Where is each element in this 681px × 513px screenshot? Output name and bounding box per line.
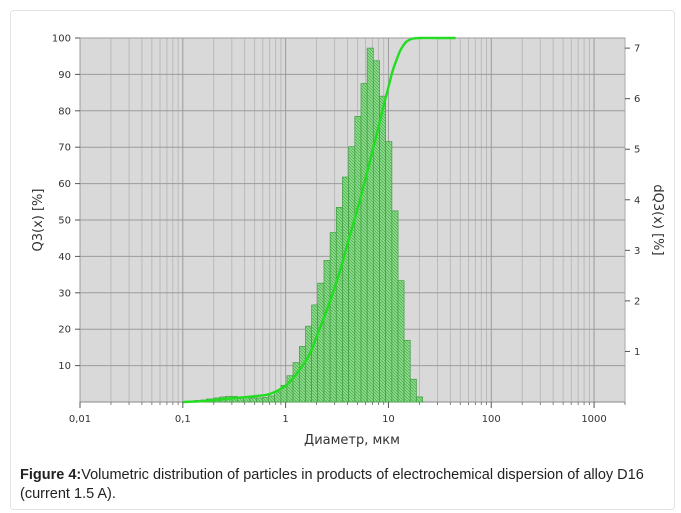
x-tick-label: 0,01 [69, 414, 91, 425]
y-left-tick-label: 80 [58, 106, 71, 117]
histogram-bar [256, 397, 264, 403]
histogram-bar [391, 210, 399, 403]
histogram-bar [348, 146, 356, 403]
x-tick-label: 0,1 [175, 414, 191, 425]
y-left-tick-label: 70 [58, 143, 71, 154]
histogram-bar [329, 232, 337, 403]
y-axis-right-label: dQ3(x) [%] [650, 184, 665, 255]
y-right-tick-label: 6 [634, 94, 640, 105]
y-right-tick-label: 2 [634, 296, 640, 307]
histogram-bar [323, 260, 331, 403]
histogram-bar [372, 60, 380, 403]
histogram-bar [268, 395, 275, 403]
histogram-bar [305, 325, 312, 403]
y-left-tick-label: 20 [58, 325, 71, 336]
y-right-tick-label: 7 [634, 44, 640, 55]
histogram-bar [366, 47, 374, 403]
histogram-bar [360, 83, 368, 403]
y-axis-left-label: Q3(x) [%] [31, 189, 46, 252]
caption-text: Volumetric distribution of particles in … [20, 467, 644, 502]
x-tick-label: 1 [282, 414, 288, 425]
axis-ticks: 0,01 0,1 1 10 100 1000 10 20 30 40 50 60 70 80 90 100 1 2… [52, 34, 640, 426]
x-tick-label: 10 [382, 414, 395, 425]
histogram-bar [317, 282, 325, 403]
y-left-tick-label: 10 [58, 361, 71, 372]
histogram-bar [274, 391, 282, 403]
histogram-bar [335, 207, 343, 403]
x-axis-label: Диаметр, мкм [304, 433, 400, 448]
caption-label: Figure 4: [20, 467, 82, 483]
histogram-bar [342, 176, 349, 403]
x-tick-label: 1000 [581, 414, 606, 425]
y-right-tick-label: 5 [634, 145, 640, 156]
histogram-bar [385, 141, 393, 403]
histogram-bar [262, 397, 269, 403]
histogram-bar [249, 397, 257, 403]
y-left-tick-label: 50 [58, 216, 71, 227]
histogram-bar [397, 280, 405, 403]
histogram-bar [311, 304, 319, 403]
y-right-tick-label: 1 [634, 347, 640, 358]
histogram-bar [354, 116, 362, 403]
y-left-tick-label: 90 [58, 70, 71, 81]
figure-caption: Figure 4:Volumetric distribution of part… [20, 466, 670, 504]
particle-distribution-chart: 0,01 0,1 1 10 100 1000 10 20 30 40 50 60 70 80 90 100 1 2… [31, 34, 665, 449]
y-right-tick-label: 4 [634, 195, 640, 206]
y-right-tick-label: 3 [634, 246, 640, 257]
y-left-tick-label: 40 [58, 252, 71, 263]
y-left-tick-label: 30 [58, 288, 71, 299]
histogram-bar [298, 346, 306, 403]
figure-frame [10, 10, 675, 510]
histogram-bar [292, 362, 300, 403]
histogram-bar [403, 339, 411, 403]
cumulative-curve [182, 36, 456, 404]
x-tick-label: 100 [482, 414, 501, 425]
histogram-bar [416, 396, 423, 403]
histogram-bar [409, 378, 417, 403]
histogram-bar [379, 95, 387, 403]
y-left-tick-label: 60 [58, 179, 71, 190]
y-left-tick-label: 100 [52, 34, 71, 45]
